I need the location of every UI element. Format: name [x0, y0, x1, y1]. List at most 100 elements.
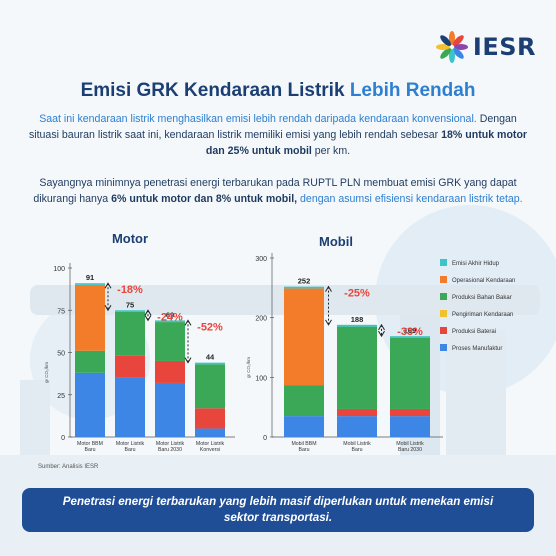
logo-text: IESR: [472, 33, 536, 61]
motor-bar-segment-produksi_bahan_bakar: [115, 311, 145, 356]
conclusion-banner: Penetrasi energi terbarukan yang lebih m…: [22, 488, 534, 532]
intro-part3: per km.: [311, 145, 351, 157]
motor-reduction-arrow-2-head-bottom: [184, 357, 192, 364]
motor-bar-segment-produksi_bahan_bakar: [195, 364, 225, 409]
mobil-category-label-line2: Baru 2030: [398, 447, 422, 453]
motor-bar-segment-proses_manufaktur: [195, 428, 225, 437]
mobil-reduction-arrow-0-head-bottom: [325, 319, 332, 326]
mobil-ytick-label: 100: [255, 375, 267, 382]
motor-bar-segment-proses_manufaktur: [75, 372, 105, 437]
motor-category-label-line2: Baru: [85, 447, 96, 453]
legend-swatch-pengiriman: [440, 310, 447, 317]
intro-paragraph: Saat ini kendaraan listrik menghasilkan …: [24, 111, 532, 159]
legend-label-proses_manufaktur: Proses Manufaktur: [452, 346, 502, 352]
motor-chart-title: Motor: [112, 231, 148, 246]
iesr-logo-icon: [435, 31, 468, 63]
motor-category-label-line2: Baru 2030: [158, 447, 182, 453]
page-title: Emisi GRK Kendaraan Listrik Lebih Rendah: [0, 80, 556, 102]
intro-part2: Dengan situasi bauran listrik saat ini, …: [28, 113, 517, 141]
motor-reduction-arrow-0-head-top: [104, 282, 112, 289]
legend-label-pengiriman: Pengiriman Kendaraan: [452, 312, 513, 318]
motor-reduction-label: -24%: [157, 311, 183, 323]
motor-bar-segment-operasional: [75, 284, 105, 351]
mobil-category-label-line1: Mobil Listrik: [396, 441, 424, 447]
motor-total-label: 69: [166, 310, 174, 319]
motor-ytick-label: 100: [53, 266, 65, 273]
mobil-total-label: 169: [404, 326, 417, 335]
mobil-bar-segment-produksi_bahan_bakar: [390, 337, 430, 409]
legend-swatch-operasional: [440, 276, 447, 283]
legend-label-operasional: Operasional Kendaraan: [452, 278, 515, 284]
motor-bar-segment-produksi_baterai: [155, 360, 185, 383]
legend-label-produksi_baterai: Produksi Baterai: [452, 329, 496, 335]
motor-reduction-label: -18%: [117, 284, 143, 296]
legend-label-emisi_akhir_hidup: Emisi Akhir Hidup: [452, 261, 500, 267]
mobil-bar-segment-proses_manufaktur: [337, 416, 377, 437]
mobil-ytick-label: 300: [255, 256, 267, 263]
mobil-reduction-label: -25%: [344, 288, 370, 300]
motor-reduction-arrow-1-head-bottom: [144, 315, 152, 322]
motor-bar-segment-emisi_akhir_hidup: [155, 320, 185, 323]
mobil-total-label: 252: [298, 277, 311, 286]
motor-bar-segment-emisi_akhir_hidup: [115, 310, 145, 312]
motor-reduction-arrow-2-head-top: [184, 319, 192, 326]
legend-swatch-proses_manufaktur: [440, 344, 447, 351]
motor-total-label: 75: [126, 300, 134, 309]
motor-category-label-line1: Motor Listrik: [196, 441, 225, 447]
mobil-y-axis-label: gr CO₂/km: [246, 357, 251, 378]
note-part1: Sayangnya minimnya penetrasi energi terb…: [33, 177, 517, 205]
mobil-bar-segment-produksi_bahan_bakar: [284, 385, 324, 417]
mobil-bar-segment-emisi_akhir_hidup: [337, 324, 377, 327]
motor-bar-segment-emisi_akhir_hidup: [195, 362, 225, 365]
mobil-bar-segment-proses_manufaktur: [390, 416, 430, 437]
mobil-category-label-line1: Mobil BBM: [291, 441, 316, 447]
motor-bar-segment-proses_manufaktur: [155, 382, 185, 437]
mobil-reduction-arrow-0-head-top: [325, 285, 332, 292]
mobil-category-label-line2: Baru: [299, 447, 310, 453]
motor-ytick-label: 0: [61, 435, 65, 442]
mobil-bar-segment-produksi_bahan_bakar: [337, 326, 377, 409]
motor-bar-segment-produksi_baterai: [195, 408, 225, 429]
legend-label-produksi_bahan_bakar: Produksi Bahan Bakar: [452, 295, 512, 301]
iesr-logo: IESR: [435, 30, 536, 64]
motor-category-label-line1: Motor Listrik: [116, 441, 145, 447]
motor-ytick-label: 75: [57, 308, 65, 315]
note-paragraph: Sayangnya minimnya penetrasi energi terb…: [24, 175, 532, 207]
motor-total-label: 91: [86, 273, 94, 282]
motor-category-label-line1: Motor BBM: [77, 441, 103, 447]
intro-bold: 18% untuk motor dan 25% untuk mobil: [205, 129, 528, 157]
motor-ytick-label: 25: [57, 393, 65, 400]
legend-swatch-produksi_baterai: [440, 327, 447, 334]
motor-bar-segment-proses_manufaktur: [115, 377, 145, 437]
mobil-bar-segment-proses_manufaktur: [284, 416, 324, 437]
motor-bar-segment-produksi_baterai: [115, 355, 145, 378]
mobil-bar-segment-produksi_baterai: [337, 408, 377, 417]
title-main: Emisi GRK Kendaraan Listrik: [80, 80, 345, 101]
mobil-bar-segment-produksi_baterai: [390, 408, 430, 417]
motor-reduction-label: -52%: [197, 321, 223, 333]
motor-y-axis-label: gr CO₂/km: [44, 362, 49, 383]
mobil-reduction-label: -33%: [397, 326, 423, 338]
mobil-ytick-label: 200: [255, 316, 267, 323]
mobil-bar-segment-operasional: [284, 288, 324, 386]
mobil-category-label-line2: Baru: [352, 447, 363, 453]
intro-part1: Saat ini kendaraan listrik menghasilkan …: [39, 113, 477, 125]
mobil-total-label: 188: [351, 315, 364, 324]
mobil-bar-segment-emisi_akhir_hidup: [284, 286, 324, 289]
title-highlight: Lebih Rendah: [349, 80, 476, 101]
mobil-bar-segment-emisi_akhir_hidup: [390, 336, 430, 338]
motor-category-label-line2: Baru: [125, 447, 136, 453]
motor-category-label-line2: Konversi: [200, 447, 220, 453]
legend-swatch-produksi_bahan_bakar: [440, 293, 447, 300]
motor-bar-segment-produksi_bahan_bakar: [75, 350, 105, 373]
motor-category-label-line1: Motor Listrik: [156, 441, 185, 447]
motor-ytick-label: 50: [57, 351, 65, 358]
motor-bar-segment-produksi_bahan_bakar: [155, 322, 185, 361]
mobil-reduction-arrow-1-head-top: [378, 323, 385, 331]
motor-total-label: 44: [206, 353, 215, 362]
note-bold: 6% untuk motor dan 8% untuk mobil,: [111, 193, 298, 205]
mobil-category-label-line1: Mobil Listrik: [343, 441, 371, 447]
motor-bar-segment-emisi_akhir_hidup: [75, 283, 105, 285]
mobil-ytick-label: 0: [263, 435, 267, 442]
